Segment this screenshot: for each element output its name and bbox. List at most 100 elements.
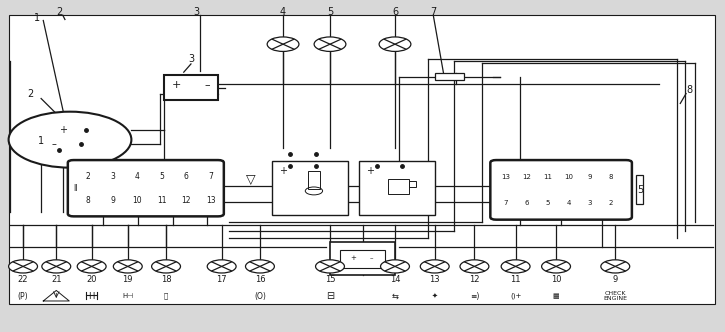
Text: ▦: ▦ (552, 293, 560, 299)
Text: CHECK
ENGINE: CHECK ENGINE (603, 290, 627, 301)
Text: 5: 5 (327, 7, 333, 17)
Text: –: – (204, 80, 210, 90)
Circle shape (381, 260, 410, 273)
Bar (308, 171, 320, 189)
Text: +: + (173, 80, 181, 90)
Text: 14: 14 (390, 275, 400, 284)
Text: –: – (51, 139, 57, 149)
Text: 5: 5 (545, 200, 550, 206)
Text: 9: 9 (587, 174, 592, 180)
Text: 2: 2 (27, 89, 33, 99)
Text: 3: 3 (188, 54, 194, 64)
Circle shape (460, 260, 489, 273)
Text: II: II (73, 184, 78, 193)
Text: 5: 5 (160, 172, 164, 181)
Circle shape (113, 260, 142, 273)
Text: 2: 2 (608, 200, 613, 206)
FancyBboxPatch shape (68, 160, 224, 216)
Text: 10: 10 (133, 196, 142, 205)
Text: 19: 19 (123, 275, 133, 284)
Circle shape (420, 260, 449, 273)
Bar (340, 250, 385, 268)
Text: 7: 7 (503, 200, 508, 206)
Text: 1: 1 (38, 136, 44, 146)
Text: ≡): ≡) (470, 291, 479, 300)
Text: 6: 6 (524, 200, 529, 206)
Text: H⊣: H⊣ (122, 293, 133, 299)
Text: 🛢: 🛢 (164, 293, 168, 299)
Circle shape (152, 260, 181, 273)
Text: 2: 2 (86, 172, 91, 181)
Text: 8: 8 (686, 85, 692, 95)
Bar (164, 75, 218, 100)
Text: 11: 11 (543, 174, 552, 180)
Circle shape (9, 112, 131, 168)
Circle shape (268, 37, 299, 51)
Circle shape (42, 260, 71, 273)
FancyBboxPatch shape (490, 160, 632, 220)
Circle shape (314, 37, 346, 51)
Text: 18: 18 (161, 275, 171, 284)
Text: 3: 3 (587, 200, 592, 206)
Text: 3: 3 (194, 7, 199, 17)
Text: 2: 2 (56, 7, 62, 17)
Circle shape (501, 260, 530, 273)
Text: 9: 9 (110, 196, 115, 205)
Text: 9: 9 (613, 275, 618, 284)
Text: 12: 12 (181, 196, 191, 205)
Text: 8: 8 (86, 196, 91, 205)
Text: 5: 5 (637, 185, 644, 195)
Text: (O): (O) (254, 291, 266, 300)
Text: 17: 17 (216, 275, 227, 284)
Text: 7: 7 (208, 172, 213, 181)
Text: 10: 10 (551, 275, 561, 284)
Text: ⇆: ⇆ (392, 291, 399, 300)
Text: +: + (365, 166, 373, 176)
Text: 6: 6 (392, 7, 398, 17)
Circle shape (207, 260, 236, 273)
Text: 3: 3 (110, 172, 115, 181)
Circle shape (379, 37, 411, 51)
Text: 4: 4 (135, 172, 140, 181)
Text: ✦: ✦ (432, 293, 438, 299)
Bar (272, 161, 348, 215)
Text: +: + (350, 255, 357, 261)
Text: (P): (P) (17, 291, 28, 300)
Text: 7: 7 (430, 7, 436, 17)
Text: ⊟: ⊟ (326, 291, 334, 301)
Bar (435, 73, 463, 80)
Circle shape (246, 260, 274, 273)
Text: 16: 16 (254, 275, 265, 284)
Text: 20: 20 (86, 275, 97, 284)
Text: 8: 8 (608, 174, 613, 180)
Text: 6: 6 (184, 172, 188, 181)
Text: 11: 11 (510, 275, 521, 284)
Bar (359, 161, 435, 215)
Bar (330, 242, 395, 275)
Text: +: + (59, 125, 67, 135)
Text: +: + (279, 166, 287, 176)
Text: ▽: ▽ (246, 173, 255, 186)
Text: ()+: ()+ (510, 293, 521, 299)
Text: 4: 4 (280, 7, 286, 17)
Bar (410, 181, 416, 187)
Text: 22: 22 (18, 275, 28, 284)
Circle shape (542, 260, 571, 273)
Circle shape (78, 260, 106, 273)
Text: 1: 1 (35, 13, 41, 23)
Bar (636, 176, 643, 204)
Bar (388, 179, 410, 194)
Text: 12: 12 (469, 275, 480, 284)
Text: 13: 13 (429, 275, 440, 284)
Text: 13: 13 (206, 196, 215, 205)
Bar (9, 15, 715, 304)
Circle shape (315, 260, 344, 273)
Text: H: H (88, 291, 95, 300)
Text: 13: 13 (501, 174, 510, 180)
Circle shape (601, 260, 630, 273)
Text: 12: 12 (522, 174, 531, 180)
Text: 21: 21 (51, 275, 62, 284)
Text: –: – (370, 255, 373, 261)
Text: 11: 11 (157, 196, 167, 205)
Text: 4: 4 (566, 200, 571, 206)
